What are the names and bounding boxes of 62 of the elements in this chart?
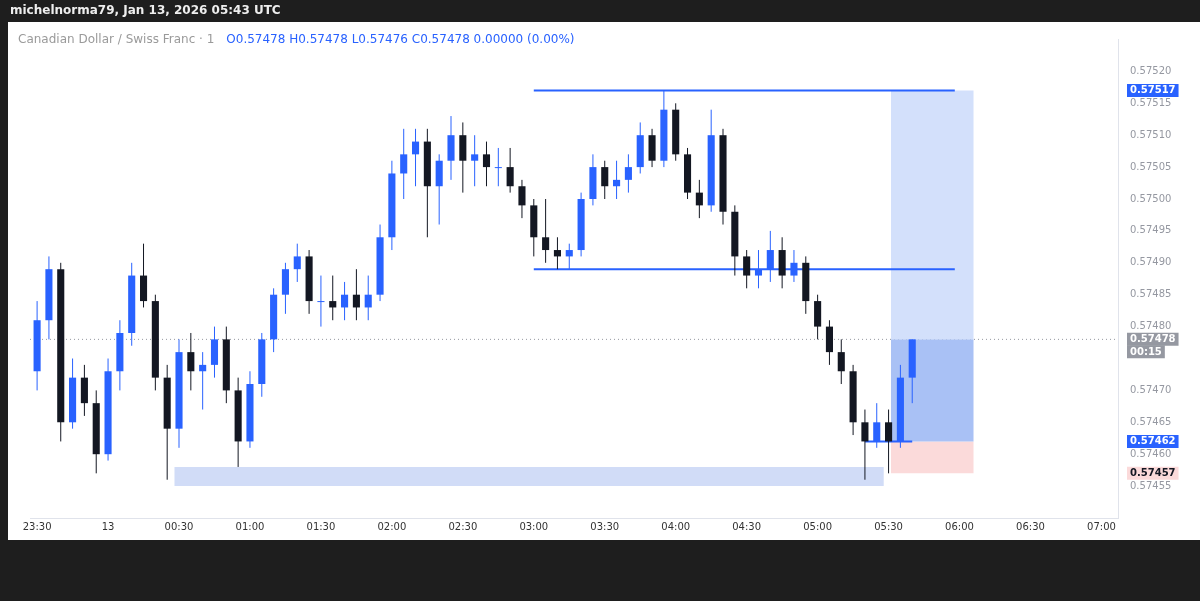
candlestick bbox=[482, 141, 491, 187]
x-tick-label: 04:30 bbox=[732, 520, 762, 532]
y-tick-label: 0.57462 bbox=[1130, 435, 1176, 447]
y-tick-label: 0.57510 bbox=[1130, 128, 1172, 140]
x-tick-label: 05:30 bbox=[874, 520, 903, 532]
x-tick-label: 02:30 bbox=[448, 520, 478, 532]
candlestick bbox=[411, 128, 420, 187]
candlestick bbox=[837, 338, 845, 385]
candlestick bbox=[601, 160, 609, 200]
candlestick bbox=[506, 147, 514, 194]
candlestick bbox=[542, 198, 550, 264]
y-tick-label: 0.57457 bbox=[1130, 466, 1176, 478]
candlestick bbox=[364, 275, 372, 321]
y-tick-label: 0.57500 bbox=[1130, 192, 1172, 204]
x-tick-label: 01:30 bbox=[306, 520, 336, 532]
x-tick-label: 06:30 bbox=[1016, 520, 1045, 532]
x-tick-label: 03:00 bbox=[519, 520, 549, 532]
candlestick bbox=[695, 179, 703, 219]
candlestick bbox=[743, 249, 751, 289]
y-tick-label: 0.57485 bbox=[1130, 288, 1172, 300]
x-tick-label: 04:00 bbox=[661, 520, 691, 532]
candlestick bbox=[352, 268, 360, 321]
x-tick-label: 03:30 bbox=[590, 520, 620, 532]
y-tick-label: 0.57455 bbox=[1130, 479, 1172, 491]
candlestick bbox=[199, 351, 207, 411]
candlestick bbox=[293, 243, 301, 283]
x-tick-label: 06:00 bbox=[945, 520, 974, 532]
y-tick-label: 0.57517 bbox=[1130, 84, 1176, 96]
y-tick-label: 0.57505 bbox=[1130, 160, 1172, 172]
x-tick-label: 00:30 bbox=[164, 520, 194, 532]
y-tick-label: 0.57495 bbox=[1130, 224, 1172, 236]
x-tick-label: 07:00 bbox=[1087, 520, 1116, 532]
x-tick-label: 23:30 bbox=[22, 520, 52, 532]
x-tick-label: 05:00 bbox=[803, 520, 833, 532]
x-tick-label: 02:00 bbox=[377, 520, 407, 532]
y-tick-label: 0.57465 bbox=[1130, 415, 1172, 427]
candlestick bbox=[471, 134, 479, 187]
candlestick bbox=[187, 332, 195, 391]
text: michelnorma79, Jan 13, 2026 05:43 UTC bbox=[10, 3, 281, 17]
text: 00:15 bbox=[1130, 345, 1162, 357]
candlestick bbox=[885, 409, 893, 474]
candlestick bbox=[861, 409, 869, 481]
chart-title: Canadian Dollar / Swiss Franc · 1 bbox=[18, 32, 215, 46]
candlestick bbox=[400, 128, 408, 200]
y-tick-label: 0.57490 bbox=[1130, 256, 1172, 268]
y-tick-label: 0.57470 bbox=[1130, 383, 1172, 395]
candlestick bbox=[317, 275, 325, 328]
candlestick bbox=[494, 147, 502, 187]
y-tick-label: 0.57460 bbox=[1130, 447, 1172, 459]
candlestick bbox=[341, 281, 349, 321]
candlestick bbox=[329, 275, 337, 321]
chart-subtitle: O0.57478 H0.57478 L0.57476 C0.57478 0.00000 (0.00%) bbox=[226, 32, 575, 46]
y-tick-label: 0.57515 bbox=[1130, 96, 1172, 108]
candlestick bbox=[553, 236, 561, 270]
x-tick-label: 13 bbox=[101, 520, 115, 532]
candlestick bbox=[624, 153, 632, 194]
y-tick-label: 0.57520 bbox=[1130, 64, 1172, 76]
x-tick-label: 01:00 bbox=[235, 520, 265, 532]
candlestick bbox=[613, 160, 621, 200]
y-tick-label: 0.57478 bbox=[1130, 332, 1176, 344]
y-tick-label: 0.57480 bbox=[1130, 320, 1172, 332]
candlestick bbox=[518, 179, 526, 219]
